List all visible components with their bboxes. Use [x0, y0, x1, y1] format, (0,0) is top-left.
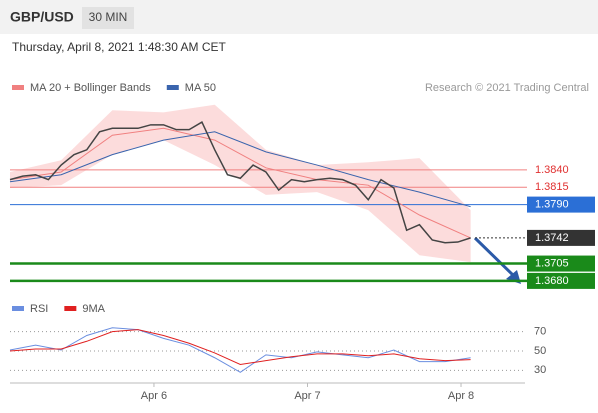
legend-swatch — [12, 85, 24, 90]
level-label: 1.3815 — [535, 181, 569, 193]
legend-label: RSI — [30, 303, 48, 315]
level-label-box — [527, 196, 595, 213]
rsi-tick-label: 70 — [534, 326, 546, 338]
rsi-line — [9, 329, 471, 366]
x-tick-label: Apr 7 — [294, 390, 320, 402]
level-label: 1.3840 — [535, 164, 569, 176]
rsi-line — [9, 327, 471, 373]
level-label-box — [527, 255, 595, 272]
legend-label: 9MA — [82, 303, 105, 315]
timeframe-box — [82, 7, 134, 29]
legend-label: MA 50 — [185, 82, 216, 94]
level-label-box — [527, 229, 595, 246]
source: Research © 2021 Trading Central — [425, 82, 589, 94]
x-tick-label: Apr 6 — [141, 390, 167, 402]
legend-swatch — [12, 306, 24, 311]
legend-swatch — [166, 85, 179, 90]
timestamp: Thursday, April 8, 2021 1:48:30 AM CET — [12, 40, 227, 54]
x-tick-label: Apr 8 — [448, 390, 474, 402]
level-label: 1.3705 — [535, 257, 569, 269]
legend-swatch — [64, 306, 77, 311]
rsi-tick-label: 30 — [534, 364, 546, 376]
price-line — [9, 120, 471, 244]
level-label: 1.3680 — [535, 275, 569, 287]
level-label: 1.3742 — [535, 232, 569, 244]
rsi-tick-label: 50 — [534, 345, 546, 357]
timeframe: 30 MIN — [89, 10, 128, 24]
level-label: 1.3790 — [535, 199, 569, 211]
ma-line — [9, 127, 471, 239]
legend-label: MA 20 + Bollinger Bands — [30, 82, 151, 94]
bollinger-band — [10, 104, 471, 263]
forecast-arrow — [473, 236, 518, 280]
level-label-box — [527, 272, 595, 289]
ma-line — [9, 131, 471, 208]
symbol: GBP/USD — [10, 9, 74, 25]
